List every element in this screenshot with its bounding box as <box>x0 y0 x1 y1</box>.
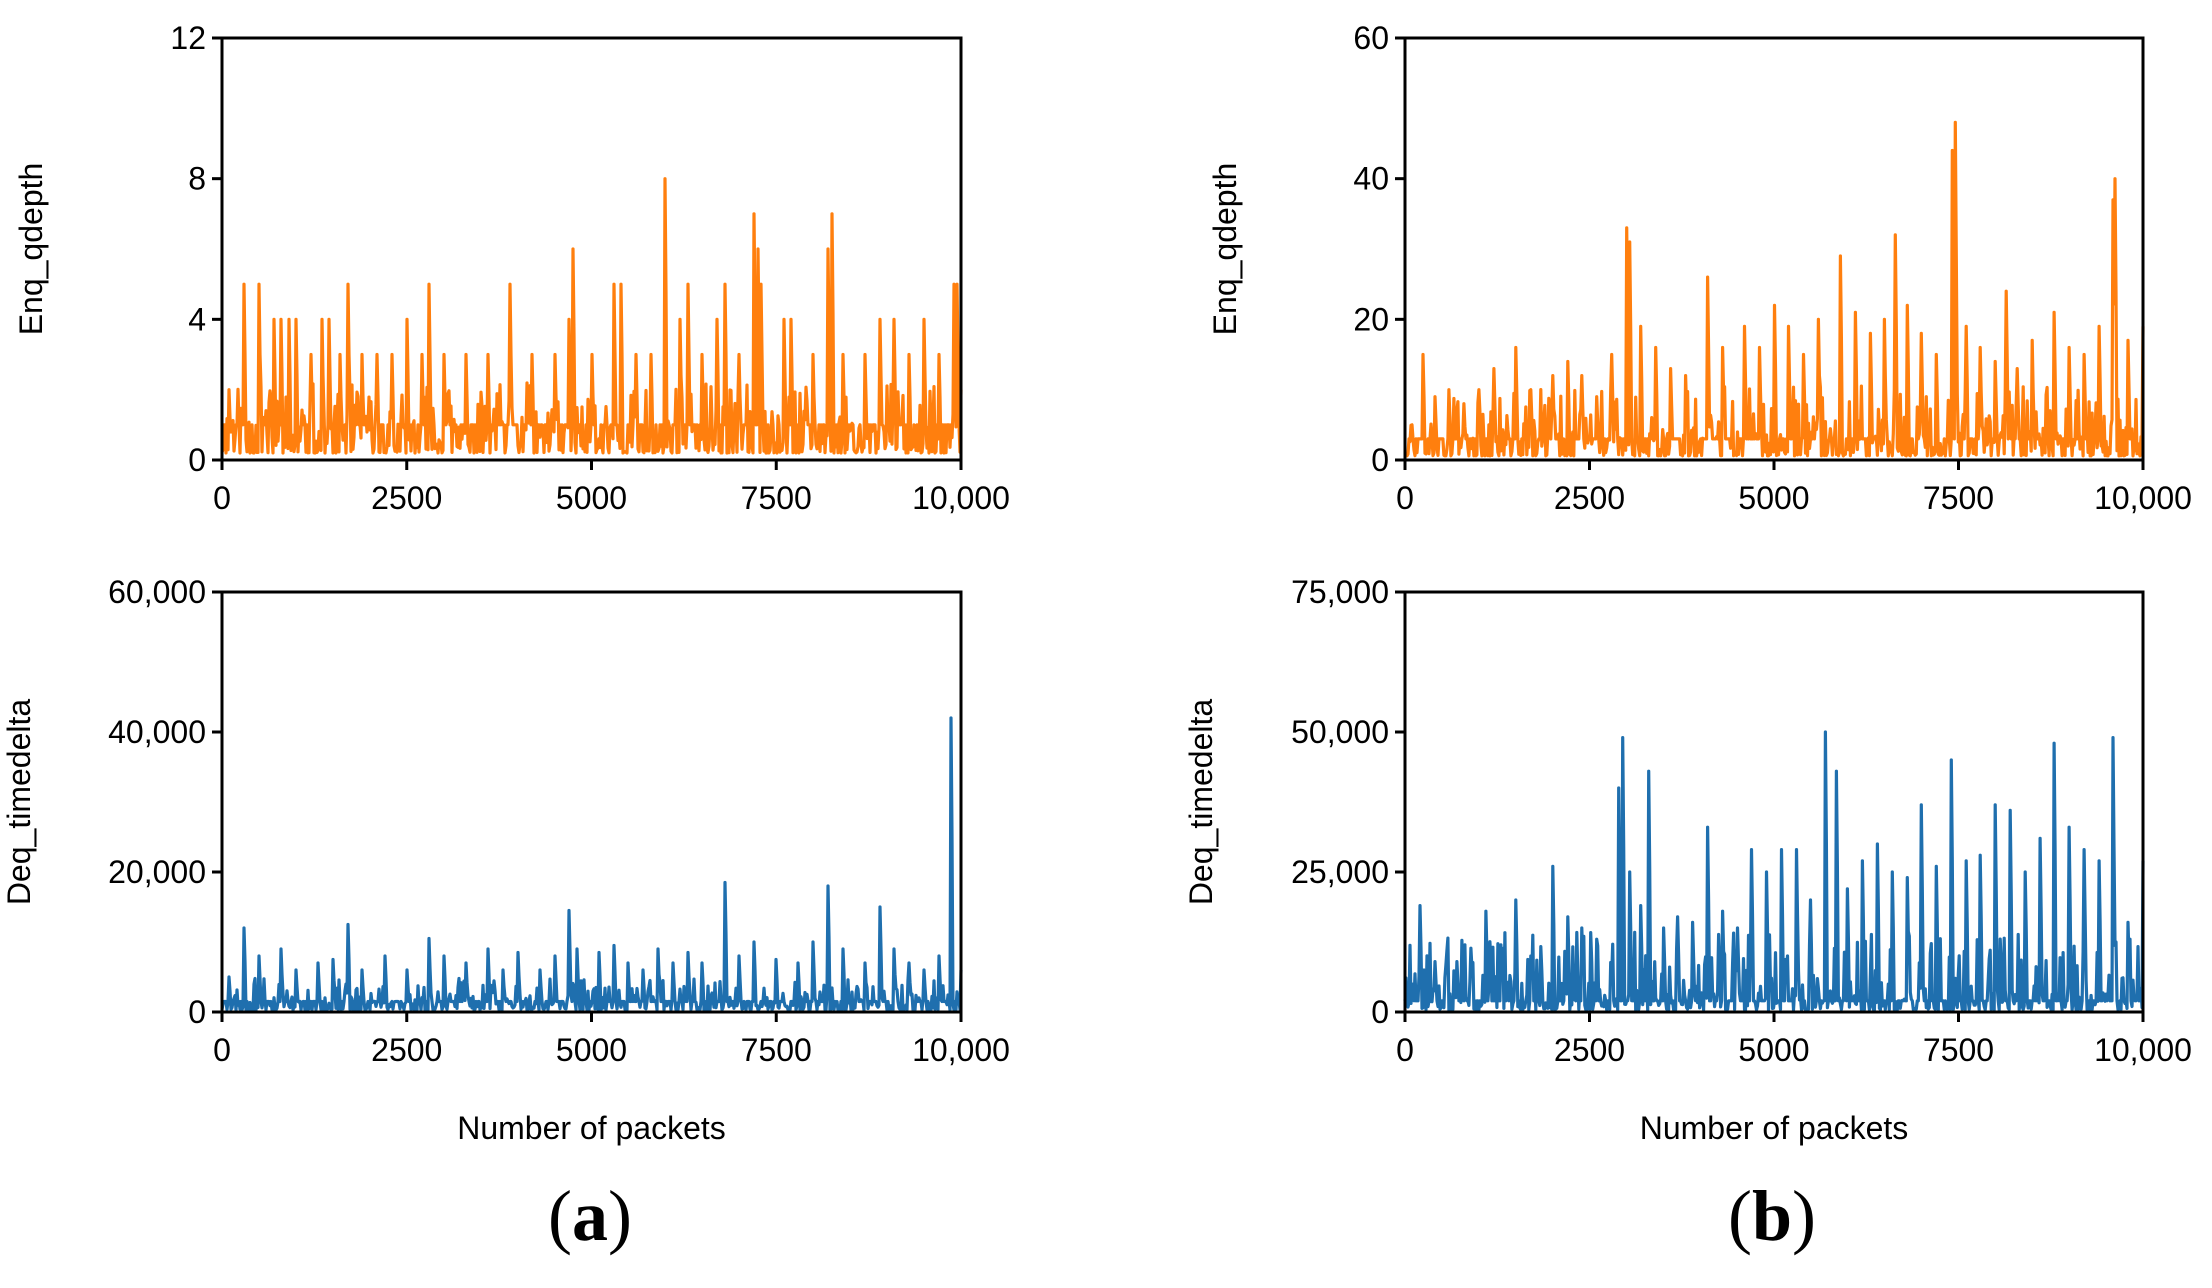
x-axis-label-a-bottom: Number of packets <box>457 1110 726 1146</box>
x-tick-label-a-top-4: 10,000 <box>912 480 1010 516</box>
x-tick-label-b-top-3: 7500 <box>1923 480 1994 516</box>
x-axis-label-b-bottom: Number of packets <box>1640 1110 1909 1146</box>
x-tick-label-a-bottom-2: 5000 <box>556 1032 627 1068</box>
y-tick-label-a-top-2: 8 <box>188 161 206 197</box>
x-tick-label-b-top-2: 5000 <box>1738 480 1809 516</box>
y-tick-label-a-bottom-3: 60,000 <box>108 574 206 610</box>
series-line-a-bottom-0 <box>220 716 963 1012</box>
y-tick-label-b-top-1: 20 <box>1353 301 1389 337</box>
y-tick-label-b-top-3: 60 <box>1353 20 1389 56</box>
x-tick-label-b-bottom-0: 0 <box>1396 1032 1414 1068</box>
x-tick-label-a-top-3: 7500 <box>741 480 812 516</box>
y-axis-label-b-bottom: Deq_timedelta <box>1183 699 1219 906</box>
chart-b-bottom: 0 2500 5000 7500 10,000 0 25,000 50,000 75,000 De… <box>1183 574 2192 1146</box>
y-tick-label-a-bottom-1: 20,000 <box>108 854 206 890</box>
y-tick-label-b-top-2: 40 <box>1353 161 1389 197</box>
y-tick-label-b-bottom-0: 0 <box>1371 994 1389 1030</box>
series-line-a-top-0 <box>220 177 963 455</box>
y-tick-label-b-bottom-2: 50,000 <box>1291 714 1389 750</box>
x-tick-label-a-top-2: 5000 <box>556 480 627 516</box>
chart-a-bottom: 0 2500 5000 7500 10,000 0 20,000 40,000 60,000 De… <box>1 574 1010 1146</box>
y-tick-label-b-bottom-3: 75,000 <box>1291 574 1389 610</box>
x-tick-label-b-top-4: 10,000 <box>2094 480 2192 516</box>
series-line-b-bottom-0 <box>1403 730 2145 1012</box>
y-tick-label-a-bottom-2: 40,000 <box>108 714 206 750</box>
x-tick-label-b-top-1: 2500 <box>1554 480 1625 516</box>
y-tick-label-a-top-3: 12 <box>170 20 206 56</box>
x-tick-label-b-bottom-3: 7500 <box>1923 1032 1994 1068</box>
series-line-b-top-0 <box>1404 120 2145 458</box>
x-tick-label-b-bottom-2: 5000 <box>1738 1032 1809 1068</box>
chart-a-top: 0 2500 5000 7500 10,000 0 4 8 12 Enq_qdepth <box>13 20 1010 516</box>
y-tick-label-b-top-0: 0 <box>1371 442 1389 478</box>
charts-group: 0 2500 5000 7500 10,000 0 4 8 12 Enq_qdepth 0 2500 5… <box>1 20 2192 1146</box>
x-tick-label-a-bottom-3: 7500 <box>741 1032 812 1068</box>
x-tick-label-a-top-0: 0 <box>213 480 231 516</box>
axes-frame-a-bottom <box>220 590 963 1014</box>
x-tick-label-b-bottom-4: 10,000 <box>2094 1032 2192 1068</box>
x-tick-label-b-bottom-1: 2500 <box>1554 1032 1625 1068</box>
x-tick-label-a-bottom-0: 0 <box>213 1032 231 1068</box>
y-tick-label-a-top-0: 0 <box>188 442 206 478</box>
panel-label-a: (a) <box>548 1176 632 1256</box>
y-tick-label-b-bottom-1: 25,000 <box>1291 854 1389 890</box>
y-axis-label-b-top: Enq_qdepth <box>1207 163 1243 336</box>
y-tick-label-a-bottom-0: 0 <box>188 994 206 1030</box>
x-tick-label-a-bottom-1: 2500 <box>371 1032 442 1068</box>
x-tick-label-a-bottom-4: 10,000 <box>912 1032 1010 1068</box>
chart-b-top: 0 2500 5000 7500 10,000 0 20 40 60 Enq_qdepth <box>1207 20 2192 516</box>
y-tick-label-a-top-1: 4 <box>188 301 206 337</box>
x-tick-label-a-top-1: 2500 <box>371 480 442 516</box>
panel-label-b: (b) <box>1728 1176 1816 1256</box>
y-axis-label-a-bottom: Deq_timedelta <box>1 699 37 906</box>
x-tick-label-b-top-0: 0 <box>1396 480 1414 516</box>
y-axis-label-a-top: Enq_qdepth <box>13 163 49 336</box>
